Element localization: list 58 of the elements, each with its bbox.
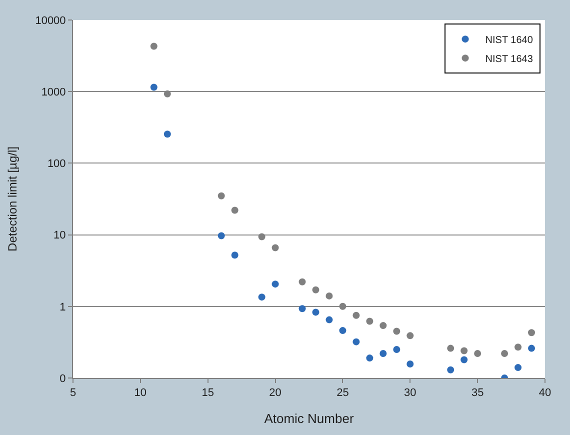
point — [514, 344, 522, 351]
y-axis-title: Detection limit [µg/l] — [6, 146, 20, 252]
point — [258, 233, 266, 240]
y-tick-label: 10 — [54, 230, 66, 242]
legend-label: NIST 1643 — [485, 54, 534, 65]
x-tick-label: 20 — [269, 387, 282, 400]
point — [352, 338, 360, 346]
point — [406, 360, 414, 368]
point — [380, 350, 387, 357]
point — [352, 312, 360, 319]
point — [272, 244, 279, 252]
y-tick-label: 10000 — [35, 14, 66, 27]
point — [298, 278, 306, 286]
y-tick-label: 1 — [60, 301, 66, 314]
x-tick-label: 30 — [404, 387, 416, 400]
point — [393, 346, 400, 354]
point — [393, 328, 400, 335]
point — [339, 302, 346, 310]
point — [501, 350, 508, 357]
point — [460, 347, 468, 354]
x-tick-label: 10 — [134, 387, 147, 400]
y-tick-label: 100 — [47, 158, 66, 170]
point — [218, 192, 225, 200]
point — [366, 318, 374, 325]
point — [150, 42, 158, 50]
x-tick-label: 40 — [538, 387, 552, 400]
point — [326, 316, 333, 324]
legend-label: NIST 1640 — [485, 34, 534, 46]
point — [366, 354, 374, 362]
x-axis-title: Atomic Number — [264, 410, 354, 426]
point — [231, 206, 238, 214]
point — [312, 286, 320, 294]
point — [164, 90, 171, 98]
point — [447, 344, 454, 352]
x-tick-label: 25 — [336, 387, 349, 400]
x-tick-label: 15 — [202, 387, 214, 400]
point — [298, 305, 306, 312]
point — [312, 308, 320, 316]
y-tick-label: 0 — [60, 372, 66, 385]
x-tick-label: 35 — [471, 387, 484, 400]
point — [528, 329, 536, 336]
point — [528, 344, 536, 352]
point — [474, 350, 482, 357]
point — [460, 356, 468, 364]
point — [514, 364, 522, 372]
point — [218, 232, 225, 240]
point — [164, 130, 171, 138]
point — [258, 294, 266, 301]
x-tick-label: 5 — [70, 387, 76, 400]
y-tick-label: 1000 — [41, 86, 66, 98]
point — [339, 327, 346, 334]
point — [231, 252, 238, 259]
point — [150, 84, 158, 91]
point — [406, 332, 414, 340]
point — [326, 292, 333, 300]
point — [447, 366, 454, 374]
point — [272, 280, 279, 288]
point — [380, 322, 387, 330]
